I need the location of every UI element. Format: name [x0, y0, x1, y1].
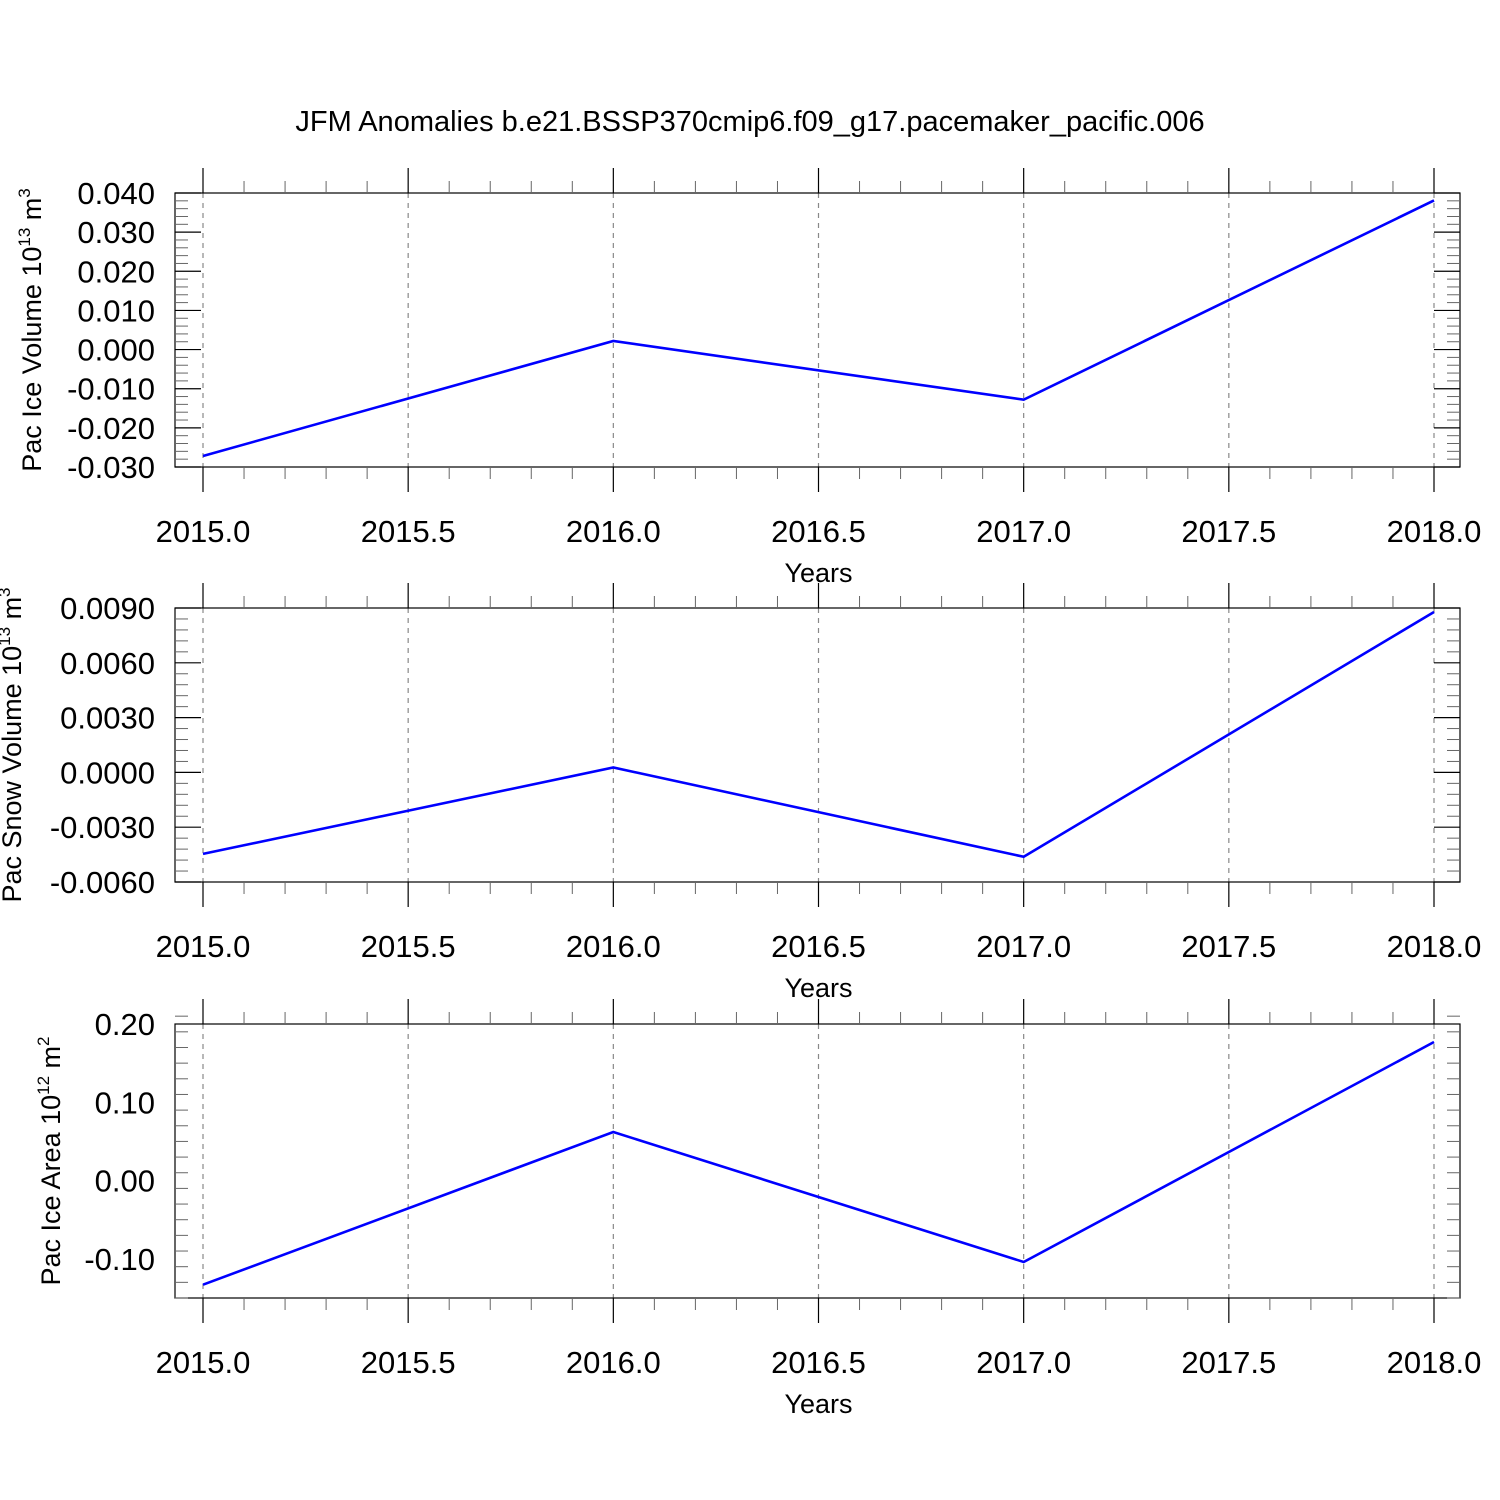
y-axis-label: Pac Ice Volume 1013 m3	[15, 188, 47, 472]
series-line-ice-volume	[202, 199, 1435, 458]
panels: 2015.0 2015.5 2016.0 2016.5 2017.0 2017.5 2018…	[0, 168, 1481, 1419]
x-tick-label: 2015.0	[156, 1345, 251, 1380]
y-tick-label: 0.10	[95, 1085, 155, 1120]
x-tick-label: 2017.0	[976, 1345, 1071, 1380]
y-label-main: Pac Ice Area 10	[36, 1095, 66, 1286]
x-tick-label: 2017.5	[1181, 929, 1276, 964]
y-tick-label: 0.020	[77, 254, 155, 289]
x-tick-label: 2015.0	[156, 514, 251, 549]
x-tick-label: 2016.5	[771, 929, 866, 964]
y-label-main: Pac Ice Volume 10	[17, 247, 47, 472]
x-tick-label: 2016.5	[771, 514, 866, 549]
y-tick-label: 0.0090	[60, 591, 155, 626]
x-tick-label: 2018.0	[1387, 929, 1482, 964]
y-tick-label: 0.0030	[60, 701, 155, 736]
y-tick-label: 0.0000	[60, 755, 155, 790]
x-tick-label: 2016.0	[566, 1345, 661, 1380]
series-line-snow-volume	[202, 610, 1435, 859]
x-axis-label: Years	[784, 973, 852, 1003]
y-tick-label: -0.10	[84, 1242, 155, 1277]
x-axis-label: Years	[784, 1389, 852, 1419]
x-tick-label: 2017.5	[1181, 514, 1276, 549]
x-tick-label: 2015.5	[361, 514, 456, 549]
y-tick-label: -0.0030	[50, 810, 155, 845]
x-tick-label: 2017.5	[1181, 1345, 1276, 1380]
y-label-unit-sup: 2	[34, 1036, 53, 1045]
y-label-unit: m	[0, 597, 27, 627]
y-tick-label: 0.010	[77, 293, 155, 328]
y-label-unit-sup: 3	[15, 188, 34, 197]
x-tick-label: 2016.0	[566, 929, 661, 964]
y-label-unit: m	[36, 1046, 66, 1076]
x-tick-label: 2017.0	[976, 514, 1071, 549]
y-label-unit-sup: 3	[0, 587, 14, 596]
plot-frame	[174, 192, 1461, 468]
y-tick-label: 0.000	[77, 333, 155, 368]
y-label-unit: m	[17, 198, 47, 228]
x-tick-label: 2016.0	[566, 514, 661, 549]
y-label-sup: 12	[34, 1076, 53, 1095]
y-axis-label: Pac Snow Volume 1013 m3	[0, 587, 27, 902]
y-tick-label: -0.020	[67, 411, 155, 446]
x-tick-label: 2015.5	[361, 1345, 456, 1380]
x-tick-label: 2016.5	[771, 1345, 866, 1380]
y-tick-label: 0.030	[77, 215, 155, 250]
y-label-sup: 13	[0, 627, 14, 646]
y-tick-label: 0.00	[95, 1164, 155, 1199]
plot-frame	[174, 607, 1461, 883]
series-line-ice-area	[202, 1040, 1435, 1286]
x-tick-label: 2015.0	[156, 929, 251, 964]
x-tick-label: 2018.0	[1387, 514, 1482, 549]
x-tick-label: 2017.0	[976, 929, 1071, 964]
y-tick-label: -0.030	[67, 450, 155, 485]
y-tick-label: -0.010	[67, 372, 155, 407]
x-tick-label: 2018.0	[1387, 1345, 1482, 1380]
y-axis-label: Pac Ice Area 1012 m2	[34, 1036, 66, 1285]
y-tick-label: 0.0060	[60, 646, 155, 681]
panel-ice-area: 2015.0 2015.5 2016.0 2016.5 2017.0 2017.5 2018…	[34, 999, 1481, 1419]
panel-ice-volume: 2015.0 2015.5 2016.0 2016.5 2017.0 2017.5 2018…	[15, 168, 1481, 588]
plot-frame	[174, 1023, 1461, 1299]
y-label-sup: 13	[15, 228, 34, 247]
panel-snow-volume: 2015.0 2015.5 2016.0 2016.5 2017.0 2017.5 2018…	[0, 583, 1481, 1003]
figure-title: JFM Anomalies b.e21.BSSP370cmip6.f09_g17…	[295, 106, 1204, 138]
x-tick-label: 2015.5	[361, 929, 456, 964]
y-label-main: Pac Snow Volume 10	[0, 646, 27, 903]
y-tick-label: 0.20	[95, 1007, 155, 1042]
y-tick-label: 0.040	[77, 176, 155, 211]
y-tick-label: -0.0060	[50, 865, 155, 900]
